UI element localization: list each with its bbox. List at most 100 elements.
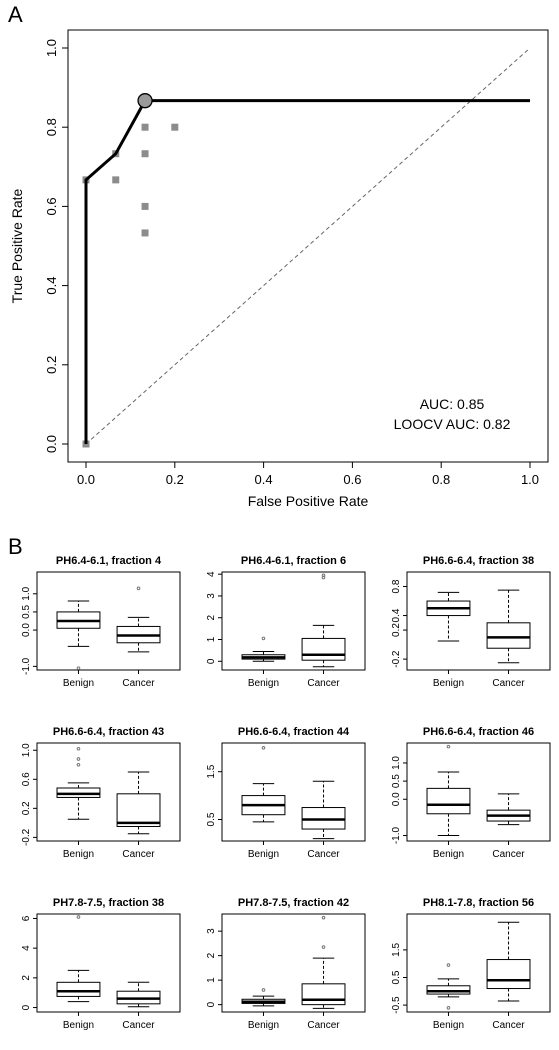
boxplot-panel: PH8.1-7.8, fraction 56 -0.5 0.5 1.5 Benign Ca…: [391, 897, 551, 1031]
y-tick-label: 0.4: [391, 608, 402, 622]
category-label: Benign: [63, 849, 94, 860]
roc-plot-frame: [67, 29, 549, 463]
roc-point: [141, 229, 149, 237]
panel-b-label: B: [8, 534, 23, 559]
loocv-auc-annotation: LOOCV AUC: 0.82: [394, 416, 511, 432]
y-tick-label: 0: [206, 1001, 217, 1007]
x-tick-label: 1.0: [521, 472, 539, 487]
category-label: Cancer: [492, 678, 525, 689]
roc-point: [171, 123, 179, 131]
boxplot-panel: PH6.6-6.4, fraction 43 -0.2 0.2 0.6 1.0 Benig…: [21, 726, 181, 860]
roc-point: [141, 202, 149, 210]
boxplot-frame: [36, 742, 181, 842]
optimal-point-circle: [137, 93, 153, 109]
box: [486, 622, 531, 649]
y-tick-label: 0.6: [44, 197, 59, 215]
y-tick-label: 1: [206, 977, 217, 983]
outlier-point: [76, 666, 81, 670]
y-tick-label: 0.5: [391, 774, 402, 788]
x-tick-label: 0.6: [343, 472, 361, 487]
y-tick-label: 1.0: [391, 756, 402, 770]
box: [426, 787, 471, 815]
outlier-point: [321, 573, 326, 578]
category-label: Benign: [248, 678, 279, 689]
y-tick-label: 0.0: [21, 623, 32, 637]
boxplot-frame: [221, 742, 366, 842]
y-tick-label: 0.4: [44, 277, 59, 295]
boxplot-title: PH6.4-6.1, fraction 6: [241, 555, 346, 567]
diagonal-reference-line: [85, 47, 531, 445]
boxplot-title: PH6.6-6.4, fraction 43: [53, 726, 164, 738]
y-tick-label: 0.2: [21, 801, 32, 815]
boxplot-frame: [36, 913, 181, 1013]
y-tick-label: -0.2: [391, 650, 402, 668]
y-tick-label: 0.5: [206, 812, 217, 826]
y-tick-label: 0.8: [44, 118, 59, 136]
outlier-point: [321, 915, 326, 920]
box: [486, 959, 531, 990]
boxplot-frame: [221, 913, 366, 1013]
roc-curve-line: [84, 99, 530, 444]
boxplot-frame: [406, 913, 551, 1013]
boxplot-panel: PH7.8-7.5, fraction 38 0 2 4 6 Benign Cancer: [21, 897, 181, 1031]
category-label: Cancer: [122, 678, 155, 689]
boxplot-panel: PH6.4-6.1, fraction 4 -1.0 0.0 0.5 1.0 Benign…: [21, 555, 181, 689]
y-tick-label: 0.0: [44, 435, 59, 453]
y-tick-label: -0.5: [391, 996, 402, 1014]
boxplot-panel: PH7.8-7.5, fraction 42 0 1 2 3 Benign Cancer: [206, 897, 366, 1031]
outlier-point: [76, 747, 81, 751]
y-tick-label: 0.8: [391, 579, 402, 593]
outlier-point: [261, 745, 266, 750]
y-tick-label: 1.0: [21, 586, 32, 600]
boxplot-title: PH6.6-6.4, fraction 46: [423, 726, 534, 738]
y-tick-label: 0: [206, 658, 217, 664]
auc-annotation: AUC: 0.85: [420, 396, 485, 412]
y-tick-label: 2: [206, 952, 217, 958]
outlier-point: [321, 945, 326, 949]
category-label: Cancer: [307, 1020, 340, 1031]
outlier-point: [76, 762, 81, 767]
box: [301, 983, 346, 1006]
y-axis-label: True Positive Rate: [9, 188, 25, 303]
y-tick-label: 1.0: [44, 39, 59, 57]
y-tick-label: 1.5: [206, 764, 217, 778]
outlier-point: [76, 757, 81, 761]
y-tick-label: 3: [206, 593, 217, 599]
category-label: Benign: [433, 1020, 464, 1031]
boxplot-panel: PH6.6-6.4, fraction 44 0.5 1.5 Benign Cancer: [206, 726, 366, 860]
box: [56, 981, 101, 997]
y-tick-label: 6: [21, 915, 32, 921]
x-tick-label: 0.8: [432, 472, 450, 487]
outlier-point: [261, 988, 266, 992]
category-label: Cancer: [307, 849, 340, 860]
y-tick-label: 1.5: [391, 943, 402, 957]
boxplot-grid: PH6.4-6.1, fraction 4 -1.0 0.0 0.5 1.0 Benign…: [21, 555, 551, 1031]
category-label: Cancer: [492, 1020, 525, 1031]
category-label: Benign: [63, 1020, 94, 1031]
category-label: Benign: [248, 1020, 279, 1031]
boxplot-frame: [406, 742, 551, 842]
boxplot-title: PH6.6-6.4, fraction 44: [238, 726, 350, 738]
y-tick-label: 1: [206, 636, 217, 642]
boxplot-panel: PH6.6-6.4, fraction 38 -0.2 0.20.4 0.8 Benig…: [391, 555, 551, 689]
roc-point: [141, 150, 149, 158]
category-label: Benign: [433, 678, 464, 689]
y-tick-label: -1.0: [391, 827, 402, 845]
category-label: Cancer: [122, 849, 155, 860]
boxplot-frame: [36, 571, 181, 671]
boxplot-title: PH6.6-6.4, fraction 38: [423, 555, 534, 567]
outlier-point: [446, 744, 451, 749]
box: [426, 985, 471, 995]
y-tick-label: -0.2: [21, 828, 32, 846]
roc-chart: 0.0 0.2 0.4 0.6 0.8 1.0 0.0 0.2 0.4 0.6 0.8 1.0 Fals…: [9, 29, 549, 509]
boxplot-frame: [406, 571, 551, 671]
boxplot-panel: PH6.6-6.4, fraction 46 -1.0 0.0 0.5 1.0 Benig…: [391, 726, 551, 860]
category-label: Benign: [248, 849, 279, 860]
boxplot-title: PH8.1-7.8, fraction 56: [423, 897, 534, 909]
x-tick-label: 0.2: [166, 472, 184, 487]
outlier-point: [136, 586, 141, 591]
outlier-point: [446, 963, 451, 967]
y-tick-label: 4: [21, 945, 32, 951]
x-tick-label: 0.4: [255, 472, 273, 487]
category-label: Benign: [63, 678, 94, 689]
